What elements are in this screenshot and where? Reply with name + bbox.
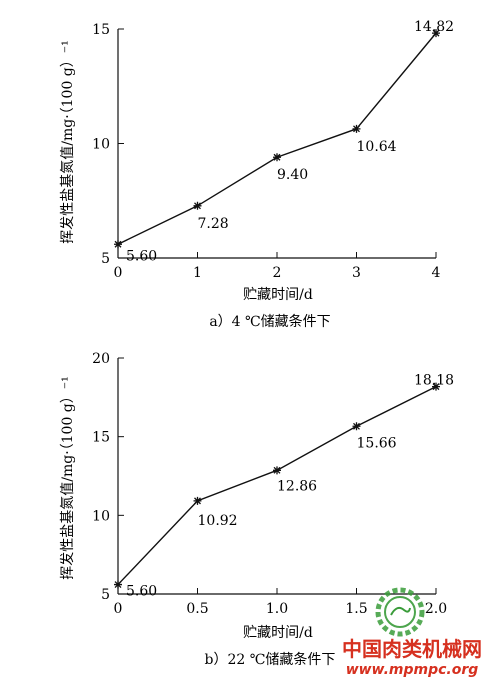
chart-b-x-tick-label: 0.5	[186, 601, 208, 617]
chart-a-x-tick-label: 2	[273, 265, 282, 281]
chart-b-data-point	[193, 496, 202, 505]
chart-a-y-tick-label: 10	[92, 137, 110, 153]
chart-b-data-label: 12.86	[277, 478, 317, 494]
chart-b-xlabel: 贮藏时间/d	[243, 625, 313, 641]
chart-a-data-label: 7.28	[198, 216, 229, 232]
chart-a-x-tick-label: 4	[432, 265, 441, 281]
chart-b-y-tick-label: 15	[92, 430, 110, 446]
chart-a-data-label: 9.40	[277, 167, 308, 183]
chart-a-data-point	[352, 124, 361, 133]
chart-a-x-tick-label: 0	[114, 265, 123, 281]
chart-b-ylabel: 挥发性盐基氮值/mg·（100 g）⁻¹	[59, 376, 76, 580]
chart-a-x-tick-label: 3	[352, 265, 361, 281]
chart-a-y-tick-label: 15	[92, 22, 110, 38]
chart-b-data-label: 10.92	[198, 513, 238, 529]
chart-b-data-label: 18.18	[414, 373, 454, 389]
chart-a-y-tick-label: 5	[101, 251, 110, 267]
chart-b-x-tick-label: 0	[114, 601, 123, 617]
chart-b-x-tick-label: 2.0	[425, 601, 447, 617]
chart-a-x-tick-label: 1	[193, 265, 202, 281]
chart-b-y-tick-label: 20	[92, 351, 110, 367]
chart-b-x-tick-label: 1.0	[266, 601, 288, 617]
chart-a-data-point	[114, 240, 122, 249]
chart-b-x-tick-label: 1.5	[345, 601, 367, 617]
chart-a-caption: a）4 ℃储藏条件下	[209, 313, 330, 330]
chart-b-data-point	[273, 466, 281, 475]
watermark-url: www.mpmpc.org	[346, 662, 479, 678]
chart-a-data-label: 14.82	[414, 19, 454, 35]
chart-b-data-point	[114, 580, 122, 589]
chart-a-data-point	[193, 201, 202, 210]
chart-b-y-tick-label: 5	[101, 587, 110, 603]
chart-b-data-point	[432, 382, 440, 391]
chart-a: 0 1 2 3 4 5 10 15 5.60 7.28 9.40 10.64 14.82	[92, 19, 454, 281]
chart-a-data-point	[273, 153, 281, 162]
chart-a-data-point	[432, 29, 440, 38]
chart-b-caption: b）22 ℃储藏条件下	[205, 651, 336, 668]
chart-b: 0 0.5 1.0 1.5 2.0 5 10 15 20 5.60 10.92 12.86 15.66 1…	[92, 351, 454, 617]
chart-a-ylabel: 挥发性盐基氮值/mg·（100 g）⁻¹	[59, 40, 76, 244]
chart-b-data-label: 5.60	[126, 584, 157, 600]
chart-b-data-point	[352, 422, 361, 431]
watermark: 中国肉类机械网 www.mpmpc.org	[342, 587, 482, 678]
watermark-title: 中国肉类机械网	[342, 637, 482, 661]
chart-a-data-label: 10.64	[357, 139, 397, 155]
gear-logo-icon	[375, 587, 425, 637]
chart-a-xlabel: 贮藏时间/d	[243, 287, 313, 303]
chart-b-y-tick-label: 10	[92, 508, 110, 524]
chart-b-data-label: 15.66	[357, 435, 397, 451]
chart-a-data-label: 5.60	[126, 248, 157, 264]
